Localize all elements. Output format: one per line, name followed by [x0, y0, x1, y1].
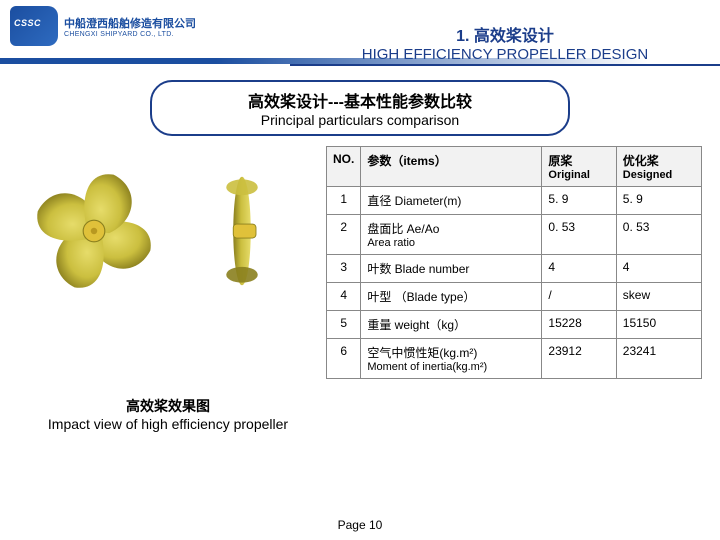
cell-original: 15228 — [542, 311, 616, 339]
page-footer: Page 10 — [0, 518, 720, 532]
logo-block: 中船澄西船舶修造有限公司 CHENGXI SHIPYARD CO., LTD. — [10, 6, 196, 46]
cell-original: 5. 9 — [542, 187, 616, 215]
propeller-front-icon — [24, 156, 164, 306]
col-designed-en: Designed — [623, 169, 695, 181]
comparison-table: NO. 参数（items） 原桨 Original 优化桨 Designed 1… — [326, 146, 702, 379]
col-item: 参数（items） — [361, 147, 542, 187]
cell-item: 盘面比 Ae/AoArea ratio — [361, 215, 542, 255]
table-row: 5重量 weight（kg）1522815150 — [327, 311, 702, 339]
section-title-cn: 1. 高效桨设计 — [290, 22, 720, 46]
logo-text: 中船澄西船舶修造有限公司 CHENGXI SHIPYARD CO., LTD. — [64, 15, 196, 38]
propeller-column: 高效桨效果图 Impact view of high efficiency pr… — [18, 146, 318, 432]
table-row: 6空气中惯性矩(kg.m²)Moment of inertia(kg.m²)23… — [327, 339, 702, 379]
table-row: 4叶型 （Blade type）/skew — [327, 283, 702, 311]
page-number: 10 — [369, 518, 382, 532]
cell-item: 叶型 （Blade type） — [361, 283, 542, 311]
col-no: NO. — [327, 147, 361, 187]
logo-company-cn: 中船澄西船舶修造有限公司 — [64, 15, 196, 31]
cell-designed: 4 — [616, 255, 701, 283]
table-header-row: NO. 参数（items） 原桨 Original 优化桨 Designed — [327, 147, 702, 187]
comparison-table-wrap: NO. 参数（items） 原桨 Original 优化桨 Designed 1… — [326, 146, 702, 432]
cell-item: 叶数 Blade number — [361, 255, 542, 283]
col-original-cn: 原桨 — [548, 154, 572, 168]
cell-item: 重量 weight（kg） — [361, 311, 542, 339]
header: 中船澄西船舶修造有限公司 CHENGXI SHIPYARD CO., LTD. … — [0, 0, 720, 60]
col-designed: 优化桨 Designed — [616, 147, 701, 187]
cell-no: 1 — [327, 187, 361, 215]
subtitle-cn: 高效桨设计---基本性能参数比较 — [162, 88, 558, 112]
col-original-en: Original — [548, 169, 609, 181]
cell-no: 2 — [327, 215, 361, 255]
subtitle-en: Principal particulars comparison — [162, 112, 558, 128]
cell-no: 3 — [327, 255, 361, 283]
caption-en: Impact view of high efficiency propeller — [48, 416, 288, 432]
table-row: 3叶数 Blade number44 — [327, 255, 702, 283]
cell-designed: 0. 53 — [616, 215, 701, 255]
col-original: 原桨 Original — [542, 147, 616, 187]
cell-original: 4 — [542, 255, 616, 283]
cell-designed: 15150 — [616, 311, 701, 339]
header-divider — [0, 58, 720, 64]
cssc-logo-icon — [10, 6, 58, 46]
cell-designed: 5. 9 — [616, 187, 701, 215]
cell-no: 5 — [327, 311, 361, 339]
content: 高效桨效果图 Impact view of high efficiency pr… — [0, 146, 720, 432]
propeller-side-icon — [172, 156, 312, 306]
subtitle-pill: 高效桨设计---基本性能参数比较 Principal particulars c… — [150, 80, 570, 136]
logo-company-en: CHENGXI SHIPYARD CO., LTD. — [64, 31, 196, 38]
cell-item: 空气中惯性矩(kg.m²)Moment of inertia(kg.m²) — [361, 339, 542, 379]
propeller-row — [18, 156, 318, 306]
page-label: Page — [338, 518, 366, 532]
cell-designed: skew — [616, 283, 701, 311]
cell-no: 4 — [327, 283, 361, 311]
cell-original: 0. 53 — [542, 215, 616, 255]
cell-item: 直径 Diameter(m) — [361, 187, 542, 215]
cell-original: / — [542, 283, 616, 311]
cell-no: 6 — [327, 339, 361, 379]
table-row: 2盘面比 Ae/AoArea ratio0. 530. 53 — [327, 215, 702, 255]
table-row: 1直径 Diameter(m)5. 95. 9 — [327, 187, 702, 215]
caption-cn: 高效桨效果图 — [48, 396, 288, 416]
cell-designed: 23241 — [616, 339, 701, 379]
col-designed-cn: 优化桨 — [623, 154, 659, 168]
cell-original: 23912 — [542, 339, 616, 379]
propeller-caption: 高效桨效果图 Impact view of high efficiency pr… — [48, 396, 288, 432]
